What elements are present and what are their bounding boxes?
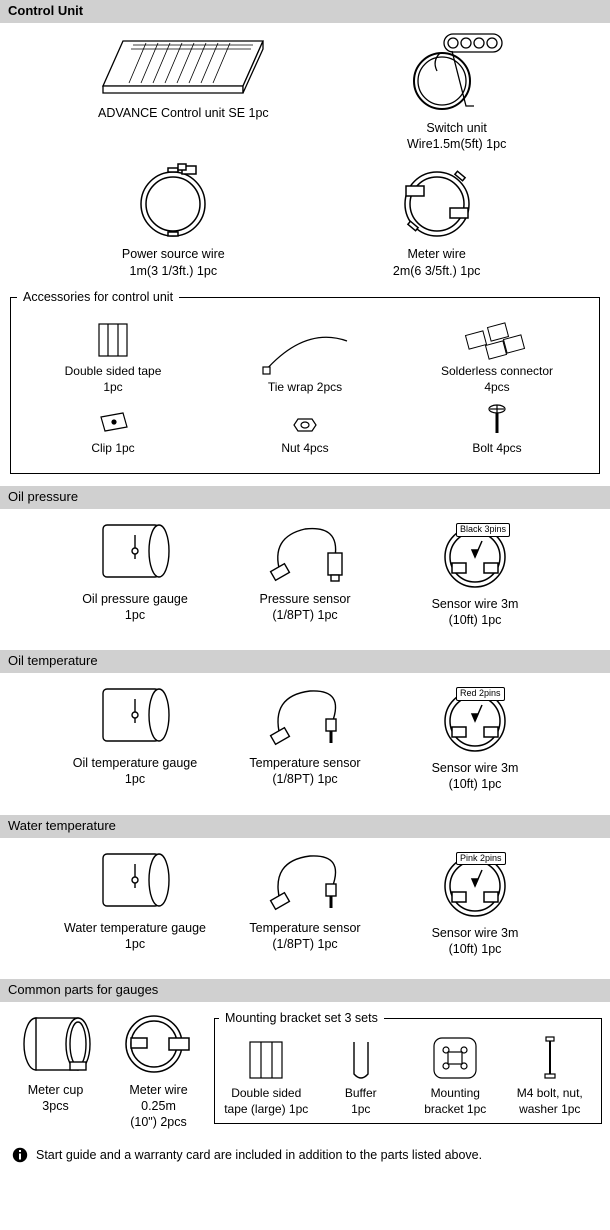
control-unit-label: ADVANCE Control unit SE 1pc: [53, 105, 313, 121]
ot-gauge-label: Oil temperature gauge 1pc: [60, 755, 210, 788]
item-wt-sensor: Temperature sensor (1/8PT) 1pc: [230, 846, 380, 953]
ot-wire-label: Sensor wire 3m (10ft) 1pc: [400, 760, 550, 793]
section-oil-temp: Oil temperature gauge 1pc Temperature se…: [0, 681, 610, 815]
ot-wire-tag: Red 2pins: [456, 687, 505, 701]
m4-bolt-icon: [540, 1034, 560, 1082]
info-icon: [12, 1147, 28, 1163]
bolt-icon: [485, 403, 509, 437]
item-wt-wire: Pink 2pins Sensor wire 3m (10ft) 1pc: [400, 846, 550, 958]
section-water-temp: Water temperature gauge 1pc Temperature …: [0, 846, 610, 980]
ot-sensor-label: Temperature sensor (1/8PT) 1pc: [230, 755, 380, 788]
bs-tape-label: Double sided tape (large) 1pc: [219, 1086, 314, 1117]
item-bolt: Bolt 4pcs: [401, 403, 593, 457]
item-ot-sensor: Temperature sensor (1/8PT) 1pc: [230, 681, 380, 788]
section-oil-pressure: Oil pressure gauge 1pc Pressure sensor (…: [0, 517, 610, 651]
item-clip: Clip 1pc: [17, 409, 209, 457]
item-bs-tape: Double sided tape (large) 1pc: [219, 1038, 314, 1117]
meter-wire-s-label: Meter wire 0.25m (10") 2pcs: [111, 1082, 206, 1131]
op-sensor-label: Pressure sensor (1/8PT) 1pc: [230, 591, 380, 624]
bs-bracket-label: Mounting bracket 1pc: [408, 1086, 503, 1117]
footnote: Start guide and a warranty card are incl…: [0, 1141, 610, 1173]
bolt-label: Bolt 4pcs: [401, 441, 593, 457]
bs-buffer-label: Buffer 1pc: [314, 1086, 409, 1117]
tiewrap-label: Tie wrap 2pcs: [209, 380, 401, 396]
accessories-legend: Accessories for control unit: [17, 289, 179, 305]
bracket-set-legend: Mounting bracket set 3 sets: [219, 1010, 384, 1026]
control-unit-icon: [88, 31, 278, 101]
item-bs-bracket: Mounting bracket 1pc: [408, 1034, 503, 1117]
temp-sensor-icon: [260, 681, 350, 751]
wt-gauge-label: Water temperature gauge 1pc: [60, 920, 210, 953]
tape-icon: [93, 320, 133, 360]
tape-large-icon: [244, 1038, 288, 1082]
temp-sensor-icon: [260, 846, 350, 916]
item-wt-gauge: Water temperature gauge 1pc: [60, 846, 210, 953]
item-op-sensor: Pressure sensor (1/8PT) 1pc: [230, 517, 380, 624]
footnote-text: Start guide and a warranty card are incl…: [36, 1147, 482, 1163]
item-meter-wire-s: Meter wire 0.25m (10") 2pcs: [111, 1010, 206, 1131]
connector-icon: [457, 315, 537, 360]
meter-wire-label: Meter wire 2m(6 3/5ft.) 1pc: [337, 246, 537, 279]
switch-unit-label: Switch unit Wire1.5m(5ft) 1pc: [357, 120, 557, 153]
section-control-unit: ADVANCE Control unit SE 1pc Switch: [0, 31, 610, 486]
gauge-icon: [95, 846, 175, 916]
item-bs-buffer: Buffer 1pc: [314, 1038, 409, 1117]
clip-icon: [93, 409, 133, 437]
section-header-oil-pressure: Oil pressure: [0, 486, 610, 509]
wire-coil-icon: [392, 162, 482, 242]
item-op-wire: Black 3pins Sensor wire 3m (10ft) 1pc: [400, 517, 550, 629]
item-bs-bolt: M4 bolt, nut, washer 1pc: [503, 1034, 598, 1117]
connector-label: Solderless connector 4pcs: [401, 364, 593, 395]
tiewrap-icon: [255, 331, 355, 376]
accessories-fieldset: Accessories for control unit Double side…: [10, 289, 600, 474]
section-common: Meter cup 3pcs Meter wire 0.25m (10") 2p…: [0, 1010, 610, 1141]
item-ot-gauge: Oil temperature gauge 1pc: [60, 681, 210, 788]
gauge-icon: [95, 517, 175, 587]
switch-unit-icon: [402, 31, 512, 116]
bracket-set-fieldset: Mounting bracket set 3 sets Double sided…: [214, 1010, 602, 1124]
item-tape: Double sided tape 1pc: [17, 320, 209, 395]
op-gauge-label: Oil pressure gauge 1pc: [60, 591, 210, 624]
item-control-unit-se: ADVANCE Control unit SE 1pc: [53, 31, 313, 121]
item-meter-cup: Meter cup 3pcs: [8, 1010, 103, 1131]
section-header-common: Common parts for gauges: [0, 979, 610, 1002]
buffer-icon: [346, 1038, 376, 1082]
nut-label: Nut 4pcs: [209, 441, 401, 457]
item-connector: Solderless connector 4pcs: [401, 315, 593, 395]
meter-cup-label: Meter cup 3pcs: [8, 1082, 103, 1115]
item-ot-wire: Red 2pins Sensor wire 3m (10ft) 1pc: [400, 681, 550, 793]
item-tiewrap: Tie wrap 2pcs: [209, 331, 401, 396]
op-wire-tag: Black 3pins: [456, 523, 510, 537]
item-op-gauge: Oil pressure gauge 1pc: [60, 517, 210, 624]
item-meter-wire: Meter wire 2m(6 3/5ft.) 1pc: [337, 162, 537, 279]
nut-icon: [290, 413, 320, 437]
bs-bolt-label: M4 bolt, nut, washer 1pc: [503, 1086, 598, 1117]
gauge-icon: [95, 681, 175, 751]
meter-cup-icon: [16, 1010, 96, 1078]
section-header-water-temp: Water temperature: [0, 815, 610, 838]
wt-wire-tag: Pink 2pins: [456, 852, 506, 866]
wt-sensor-label: Temperature sensor (1/8PT) 1pc: [230, 920, 380, 953]
wt-wire-label: Sensor wire 3m (10ft) 1pc: [400, 925, 550, 958]
wire-coil-small-icon: [119, 1010, 199, 1078]
item-switch-unit: Switch unit Wire1.5m(5ft) 1pc: [357, 31, 557, 153]
tape-label: Double sided tape 1pc: [17, 364, 209, 395]
op-wire-label: Sensor wire 3m (10ft) 1pc: [400, 596, 550, 629]
pressure-sensor-icon: [260, 517, 350, 587]
item-nut: Nut 4pcs: [209, 413, 401, 457]
section-header-control-unit: Control Unit: [0, 0, 610, 23]
bracket-icon: [428, 1034, 482, 1082]
clip-label: Clip 1pc: [17, 441, 209, 457]
wire-coil-icon: [128, 162, 218, 242]
section-header-oil-temp: Oil temperature: [0, 650, 610, 673]
power-wire-label: Power source wire 1m(3 1/3ft.) 1pc: [73, 246, 273, 279]
item-power-wire: Power source wire 1m(3 1/3ft.) 1pc: [73, 162, 273, 279]
